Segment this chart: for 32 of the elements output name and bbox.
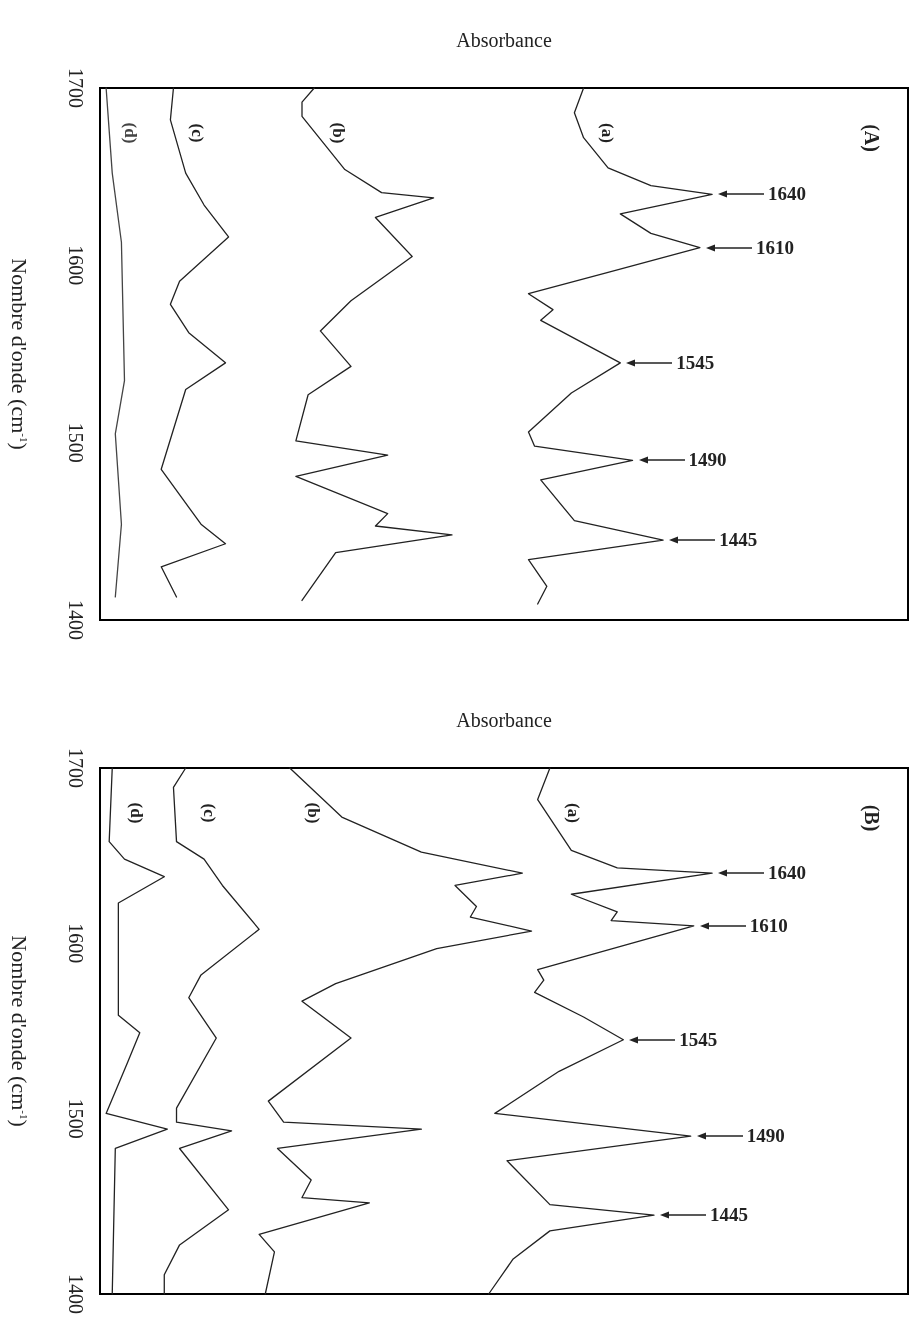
y-axis-title: Nombre d'onde (cm-1) (6, 935, 32, 1127)
text: (B) (860, 804, 883, 832)
text: (c) (200, 803, 220, 823)
y-tick-label: 1500 (65, 1098, 87, 1139)
annotation: 1610 (755, 236, 794, 259)
y-tick-label: 1400 (65, 1274, 87, 1314)
annotation: 1610 (749, 914, 788, 937)
text: (b) (328, 122, 348, 144)
annotation: 1445 (719, 529, 758, 552)
y-tick-label: 1500 (65, 422, 87, 463)
y-tick-label: 1600 (65, 923, 87, 964)
text: (a) (598, 123, 618, 143)
annotation: 1640 (768, 183, 807, 206)
text: (c) (187, 123, 207, 143)
y-tick-label: 1600 (65, 245, 87, 286)
y-tick-label: 1700 (65, 748, 87, 788)
text: (b) (304, 802, 324, 824)
annotation: 1545 (679, 1028, 718, 1051)
y-tick-label: 1400 (65, 600, 87, 640)
text: (d) (126, 802, 146, 824)
y-tick-label: 1700 (65, 68, 87, 108)
annotation: 1640 (768, 862, 807, 885)
annotation: 1490 (688, 449, 727, 472)
text: (d) (120, 122, 140, 144)
annotation: 1445 (709, 1204, 748, 1227)
y-axis-title: Nombre d'onde (cm-1) (6, 258, 32, 450)
annotation: 1545 (676, 351, 715, 374)
annotation: 1490 (746, 1125, 785, 1148)
x-axis-title: Absorbance (456, 29, 552, 51)
text: (a) (564, 803, 584, 823)
text: (A) (860, 124, 883, 152)
x-axis-title: Absorbance (456, 709, 552, 731)
